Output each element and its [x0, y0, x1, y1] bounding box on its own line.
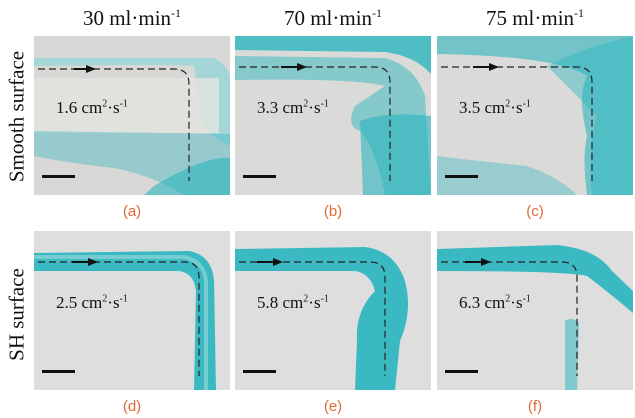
- value-c: 3.5 cm2·s-1: [459, 98, 531, 117]
- panel-label-c: (c): [526, 203, 544, 220]
- photo-panel-a: 1.6 cm2·s-1: [34, 36, 230, 195]
- value-d: 2.5 cm2·s-1: [56, 293, 128, 312]
- value-a: 1.6 cm2·s-1: [56, 98, 128, 117]
- photo-panel-e: 5.8 cm2·s-1: [235, 231, 431, 390]
- scale-bar: [42, 370, 75, 373]
- scale-bar: [243, 370, 276, 373]
- panel-label-a: (a): [122, 203, 142, 220]
- photo-c-graphic: [437, 36, 633, 195]
- panel-label-e: (e): [323, 398, 343, 415]
- panel-label-d: (d): [122, 398, 142, 415]
- panel-label-f: (f): [527, 398, 543, 415]
- photo-panel-c: 3.5 cm2·s-1: [437, 36, 633, 195]
- row-label-smooth: Smooth surface: [4, 50, 29, 183]
- photo-panel-d: 2.5 cm2·s-1: [34, 231, 230, 390]
- value-b: 3.3 cm2·s-1: [257, 98, 329, 117]
- value-e: 5.8 cm2·s-1: [257, 293, 329, 312]
- photo-f-graphic: [437, 231, 633, 390]
- value-f: 6.3 cm2·s-1: [459, 293, 531, 312]
- photo-panel-b: 3.3 cm2·s-1: [235, 36, 431, 195]
- scale-bar: [445, 175, 478, 178]
- scale-bar: [42, 175, 75, 178]
- photo-a-graphic: [34, 36, 230, 195]
- panel-label-b: (b): [323, 203, 343, 220]
- row-label-sh: SH surface: [4, 268, 29, 361]
- scale-bar: [445, 370, 478, 373]
- photo-e-graphic: [235, 231, 431, 390]
- scale-bar: [243, 175, 276, 178]
- column-header-3: 75 ml·min-1: [485, 6, 585, 30]
- column-header-1: 30 ml·min-1: [82, 6, 182, 30]
- photo-panel-f: 6.3 cm2·s-1: [437, 231, 633, 390]
- photo-b-graphic: [235, 36, 431, 195]
- photo-d-graphic: [34, 231, 230, 390]
- column-header-2: 70 ml·min-1: [283, 6, 383, 30]
